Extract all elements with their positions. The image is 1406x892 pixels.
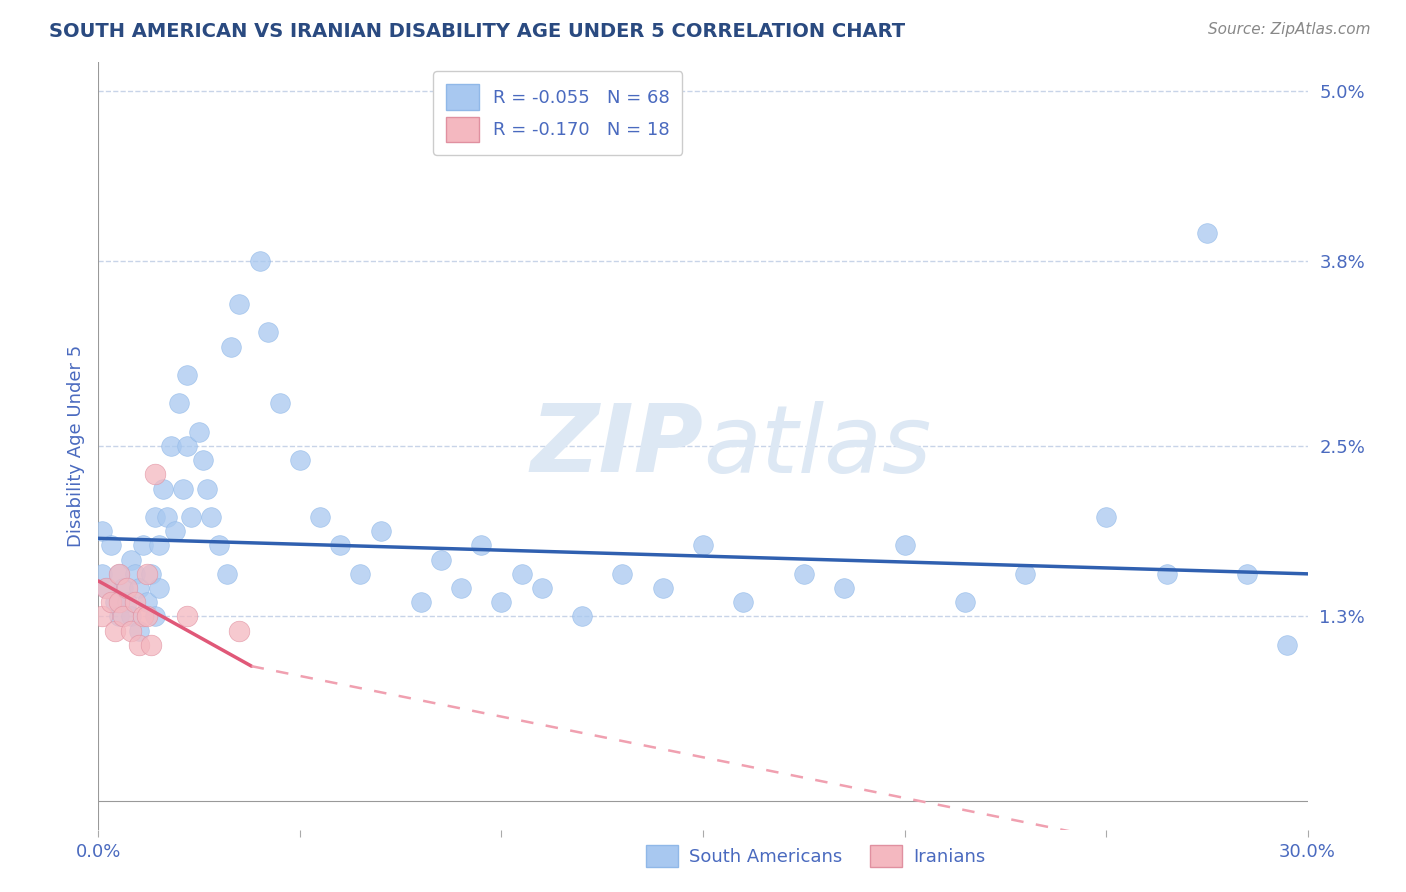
Point	[91, 566, 114, 581]
Point	[349, 566, 371, 581]
Point	[176, 368, 198, 382]
Point	[128, 638, 150, 652]
Point	[510, 566, 533, 581]
Point	[124, 566, 146, 581]
Point	[180, 510, 202, 524]
Point	[120, 552, 142, 566]
Point	[309, 510, 332, 524]
Point	[139, 638, 162, 652]
Point	[953, 595, 976, 609]
Point	[139, 566, 162, 581]
Point	[228, 624, 250, 638]
Point	[160, 439, 183, 453]
Point	[793, 566, 815, 581]
Point	[115, 595, 138, 609]
Point	[148, 538, 170, 552]
Point	[143, 510, 166, 524]
Point	[156, 510, 179, 524]
Point	[1014, 566, 1036, 581]
Y-axis label: Disability Age Under 5: Disability Age Under 5	[66, 345, 84, 547]
Point	[221, 340, 243, 354]
Point	[167, 396, 190, 410]
Point	[143, 609, 166, 624]
Point	[111, 609, 134, 624]
Point	[228, 297, 250, 311]
Point	[135, 566, 157, 581]
Point	[249, 254, 271, 268]
Point	[571, 609, 593, 624]
Point	[217, 566, 239, 581]
Point	[148, 581, 170, 595]
Point	[96, 581, 118, 595]
Point	[1195, 226, 1218, 240]
Point	[103, 624, 125, 638]
Legend: South Americans, Iranians: South Americans, Iranians	[638, 838, 993, 874]
Point	[135, 609, 157, 624]
Point	[491, 595, 513, 609]
Point	[269, 396, 291, 410]
Point	[470, 538, 492, 552]
Point	[188, 425, 211, 439]
Point	[430, 552, 453, 566]
Point	[120, 609, 142, 624]
Point	[692, 538, 714, 552]
Text: SOUTH AMERICAN VS IRANIAN DISABILITY AGE UNDER 5 CORRELATION CHART: SOUTH AMERICAN VS IRANIAN DISABILITY AGE…	[49, 22, 905, 41]
Point	[100, 538, 122, 552]
Point	[91, 609, 114, 624]
Point	[143, 467, 166, 482]
Legend: R = -0.055   N = 68, R = -0.170   N = 18: R = -0.055 N = 68, R = -0.170 N = 18	[433, 71, 682, 155]
Point	[124, 595, 146, 609]
Point	[152, 482, 174, 496]
Point	[132, 538, 155, 552]
Point	[193, 453, 215, 467]
Point	[200, 510, 222, 524]
Point	[135, 595, 157, 609]
Point	[115, 581, 138, 595]
Point	[107, 566, 129, 581]
Point	[256, 326, 278, 340]
Point	[111, 581, 134, 595]
Point	[128, 581, 150, 595]
Point	[103, 595, 125, 609]
Point	[612, 566, 634, 581]
Point	[409, 595, 432, 609]
Point	[1095, 510, 1118, 524]
Point	[107, 595, 129, 609]
Point	[100, 595, 122, 609]
Text: ZIP: ZIP	[530, 400, 703, 492]
Point	[1236, 566, 1258, 581]
Point	[370, 524, 392, 539]
Point	[128, 624, 150, 638]
Point	[733, 595, 755, 609]
Point	[96, 581, 118, 595]
Point	[1156, 566, 1178, 581]
Point	[195, 482, 218, 496]
Text: atlas: atlas	[703, 401, 931, 491]
Point	[1277, 638, 1299, 652]
Point	[172, 482, 194, 496]
Point	[163, 524, 186, 539]
Point	[893, 538, 915, 552]
Point	[288, 453, 311, 467]
Point	[651, 581, 673, 595]
Point	[132, 609, 155, 624]
Point	[450, 581, 472, 595]
Point	[107, 609, 129, 624]
Point	[208, 538, 231, 552]
Point	[176, 609, 198, 624]
Point	[329, 538, 352, 552]
Point	[120, 624, 142, 638]
Point	[91, 524, 114, 539]
Point	[832, 581, 855, 595]
Point	[107, 566, 129, 581]
Point	[530, 581, 553, 595]
Point	[176, 439, 198, 453]
Text: Source: ZipAtlas.com: Source: ZipAtlas.com	[1208, 22, 1371, 37]
